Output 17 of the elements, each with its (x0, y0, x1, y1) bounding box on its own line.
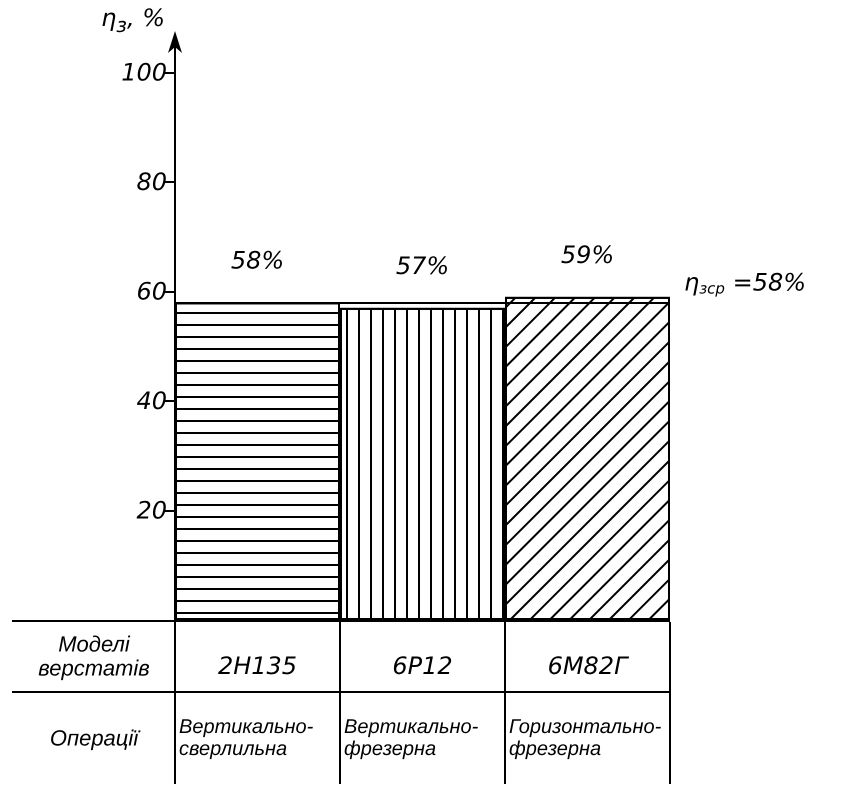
y-tick-label: 100 (121, 58, 167, 86)
data-label: 58% (230, 246, 284, 274)
data-label: 57% (396, 252, 450, 280)
text: Горизонтально-фрезерна (509, 716, 662, 760)
text: Вертикально-фрезерна (344, 716, 479, 760)
x-tick-label: 6Р12 (392, 652, 453, 680)
y-tick-label: 20 (136, 496, 167, 524)
y-tick-label: 60 (136, 277, 167, 306)
text: Операції (50, 726, 142, 750)
x-tick-label: 2Н135 (218, 652, 298, 680)
y-tick-label: 80 (136, 168, 167, 196)
data-label: 59% (560, 240, 614, 269)
x-axis-title: Моделі верстатів (38, 632, 150, 680)
x-tick-label: 6М82Г (548, 652, 630, 680)
y-tick-label: 40 (136, 386, 167, 415)
text: Вертикально-сверлильна (179, 716, 314, 760)
y-axis-title: η$_{з}$, % (101, 4, 165, 37)
